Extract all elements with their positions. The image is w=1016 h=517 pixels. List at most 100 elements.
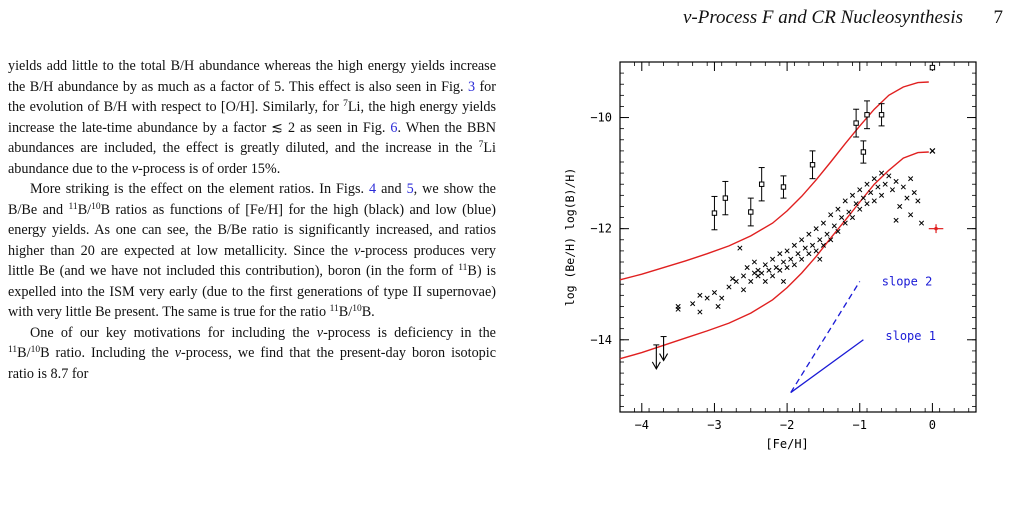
- b-data-point: [820, 220, 826, 226]
- y-tick-label: −12: [590, 222, 612, 236]
- b-data-point: [799, 256, 805, 262]
- be-data-point: [758, 181, 765, 187]
- b-data-point: [780, 259, 787, 265]
- text-run: ν: [354, 242, 361, 259]
- b-data-point: [770, 256, 776, 262]
- model-curve-lower: [619, 151, 929, 360]
- superscript: 11: [329, 304, 339, 314]
- text-run: ν: [174, 345, 182, 361]
- b-data-point: [733, 278, 739, 284]
- b-data-point: [773, 265, 779, 271]
- b-data-point: [828, 237, 834, 243]
- abundance-chart: −4 −3 −2 −1 0−10−12−14[Fe/H]log (Be/H) log(B…: [563, 61, 977, 451]
- x-tick-label: −1: [853, 418, 867, 432]
- superscript: 11: [68, 201, 78, 212]
- b-data-point: [839, 215, 845, 221]
- b-data-point: [762, 262, 768, 268]
- b-data-point: [704, 295, 710, 301]
- text-run: for the evolution of B/H with respect to…: [8, 78, 496, 116]
- b-data-point: [813, 248, 819, 254]
- x-axis-label: [Fe/H]: [765, 437, 808, 451]
- superscript: 7: [343, 99, 348, 109]
- b-solar-point: [929, 147, 936, 154]
- b-data-point: [904, 195, 910, 201]
- b-data-point: [886, 173, 892, 179]
- b-data-point: [784, 248, 790, 254]
- b-data-point: [864, 201, 870, 207]
- text-run: B ratio. Including the: [40, 345, 175, 361]
- text-run: Li abundance due to the: [8, 140, 496, 177]
- y-tick-label: −14: [590, 333, 612, 347]
- paragraph-1: yields add little to the total B/H abund…: [8, 56, 496, 179]
- superscript: 11: [458, 263, 468, 273]
- b-data-point: [871, 176, 877, 182]
- b-data-point: [719, 295, 725, 301]
- b-data-point: [799, 237, 805, 243]
- b-data-point: [777, 251, 783, 257]
- y-tick-label: −10: [590, 111, 612, 125]
- b-data-point: [740, 273, 747, 279]
- page-number: 7: [993, 7, 1004, 28]
- b-data-point: [893, 178, 899, 184]
- superscript: 7: [478, 140, 484, 150]
- be-solar-point: [929, 64, 936, 71]
- running-title: ν-Process F and CR Nucleosynthesis: [682, 7, 963, 28]
- figure-reference[interactable]: 3: [467, 78, 476, 95]
- text-run: -process produces very little Be (and we…: [8, 242, 496, 280]
- be-data-point: [809, 162, 816, 168]
- b-data-point: [751, 259, 757, 265]
- text-run: ν: [316, 324, 324, 341]
- b-data-point: [780, 278, 787, 284]
- text-run: ν: [131, 160, 139, 177]
- b-data-point: [835, 206, 841, 212]
- b-data-point: [766, 267, 772, 273]
- superscript: 10: [91, 201, 101, 212]
- b-data-point: [908, 212, 914, 218]
- b-data-point: [846, 209, 852, 215]
- text-run: B/: [77, 201, 92, 218]
- b-data-point: [806, 251, 812, 257]
- b-data-point: [857, 187, 863, 193]
- be-data-point: [878, 112, 885, 118]
- model-curve-upper: [619, 81, 929, 281]
- figure-reference[interactable]: 6: [390, 119, 398, 136]
- text-run: B ratios as functions of [Fe/H] for the …: [8, 201, 496, 259]
- b-data-point: [791, 242, 797, 248]
- figure-reference[interactable]: 5: [406, 181, 414, 197]
- be-data-point: [780, 184, 787, 190]
- figure-reference[interactable]: 4: [369, 181, 377, 197]
- text-run: yields add little to the total B/H abund…: [8, 58, 496, 95]
- text-run: More striking is the effect on the eleme…: [30, 181, 370, 197]
- b-data-point: [908, 176, 914, 182]
- b-data-point: [857, 206, 863, 212]
- b-data-point: [751, 270, 757, 276]
- b-data-point: [730, 276, 736, 282]
- b-data-point: [842, 198, 848, 204]
- b-data-point: [740, 287, 747, 293]
- b-data-point: [770, 273, 776, 279]
- b-data-point: [711, 290, 718, 296]
- b-data-point: [802, 245, 808, 251]
- b-data-point: [715, 303, 721, 309]
- b-data-point: [737, 245, 743, 251]
- b-data-point: [788, 256, 794, 262]
- x-tick-label: 0: [929, 418, 936, 432]
- b-data-point: [817, 237, 823, 243]
- be-data-point: [864, 112, 870, 118]
- upper-limit-arrowhead: [659, 353, 669, 362]
- b-data-point: [831, 223, 837, 229]
- b-data-point: [795, 251, 801, 257]
- b-data-point: [864, 181, 870, 187]
- upper-limit-arrowhead: [651, 361, 661, 370]
- b-data-point: [897, 203, 903, 209]
- b-data-point: [809, 242, 816, 248]
- text-run: , we show the B/Be and: [8, 181, 496, 218]
- slope-1-line: [790, 339, 864, 394]
- b-data-point: [697, 292, 703, 298]
- be-data-point: [722, 195, 729, 201]
- text-run: -process is deficiency in the: [323, 324, 496, 341]
- running-head: ν-Process F and CR Nucleosynthesis 7: [560, 7, 1005, 33]
- superscript: 10: [352, 304, 362, 314]
- text-run: -process, we find that the present-day b…: [8, 345, 496, 382]
- b-data-point: [860, 195, 866, 201]
